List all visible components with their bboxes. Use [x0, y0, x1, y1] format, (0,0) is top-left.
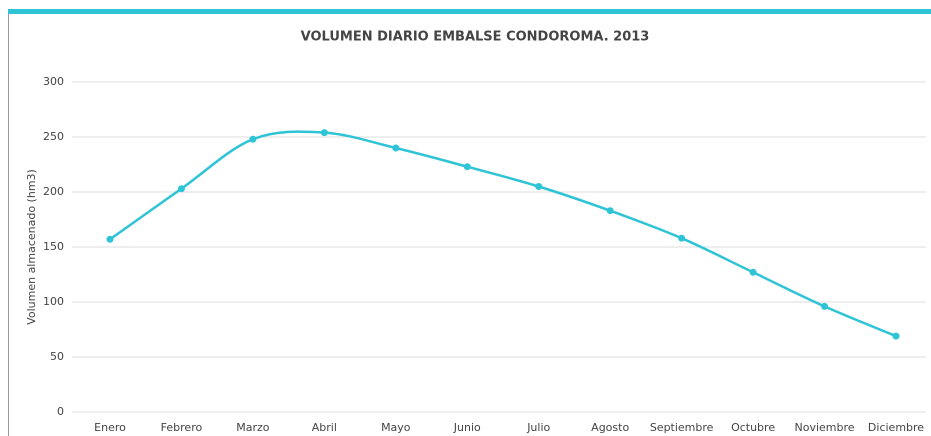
y-tick-label: 50: [50, 350, 64, 363]
point: [392, 144, 400, 152]
x-tick-label: Marzo: [236, 421, 270, 434]
x-tick-label: Mayo: [381, 421, 411, 434]
y-tick-label: 200: [43, 185, 64, 198]
y-tick-label: 250: [43, 130, 64, 143]
x-tick-label: Febrero: [161, 421, 203, 434]
x-tick-label: Agosto: [591, 421, 629, 434]
point: [535, 183, 543, 190]
point: [463, 163, 471, 171]
y-tick-label: 150: [43, 240, 64, 253]
point: [106, 235, 114, 243]
chart-title: VOLUMEN DIARIO EMBALSE CONDOROMA. 2013: [301, 30, 650, 45]
x-tick-label: Octubre: [731, 421, 775, 434]
x-tick-label: Noviembre: [795, 421, 855, 434]
point: [249, 135, 257, 143]
x-tick-label: Abril: [312, 421, 337, 434]
x-tick-label: Septiembre: [650, 421, 714, 434]
top-bar: [8, 9, 931, 14]
x-tick-label: Junio: [453, 421, 481, 434]
x-tick-label: Diciembre: [868, 421, 924, 434]
y-axis-label: Volumen almacenado (hm3): [25, 169, 38, 325]
line: [109, 130, 897, 338]
point: [749, 268, 757, 276]
y-tick-label: 0: [57, 405, 64, 418]
x-tick-label: Julio: [526, 421, 550, 434]
point: [320, 129, 328, 137]
x-tick-label: Enero: [94, 421, 126, 434]
y-tick-label: 300: [43, 75, 64, 88]
point: [177, 185, 185, 193]
point: [606, 207, 614, 215]
point: [821, 302, 829, 310]
y-tick-label: 100: [43, 295, 64, 308]
point: [892, 332, 900, 340]
point: [678, 234, 686, 242]
